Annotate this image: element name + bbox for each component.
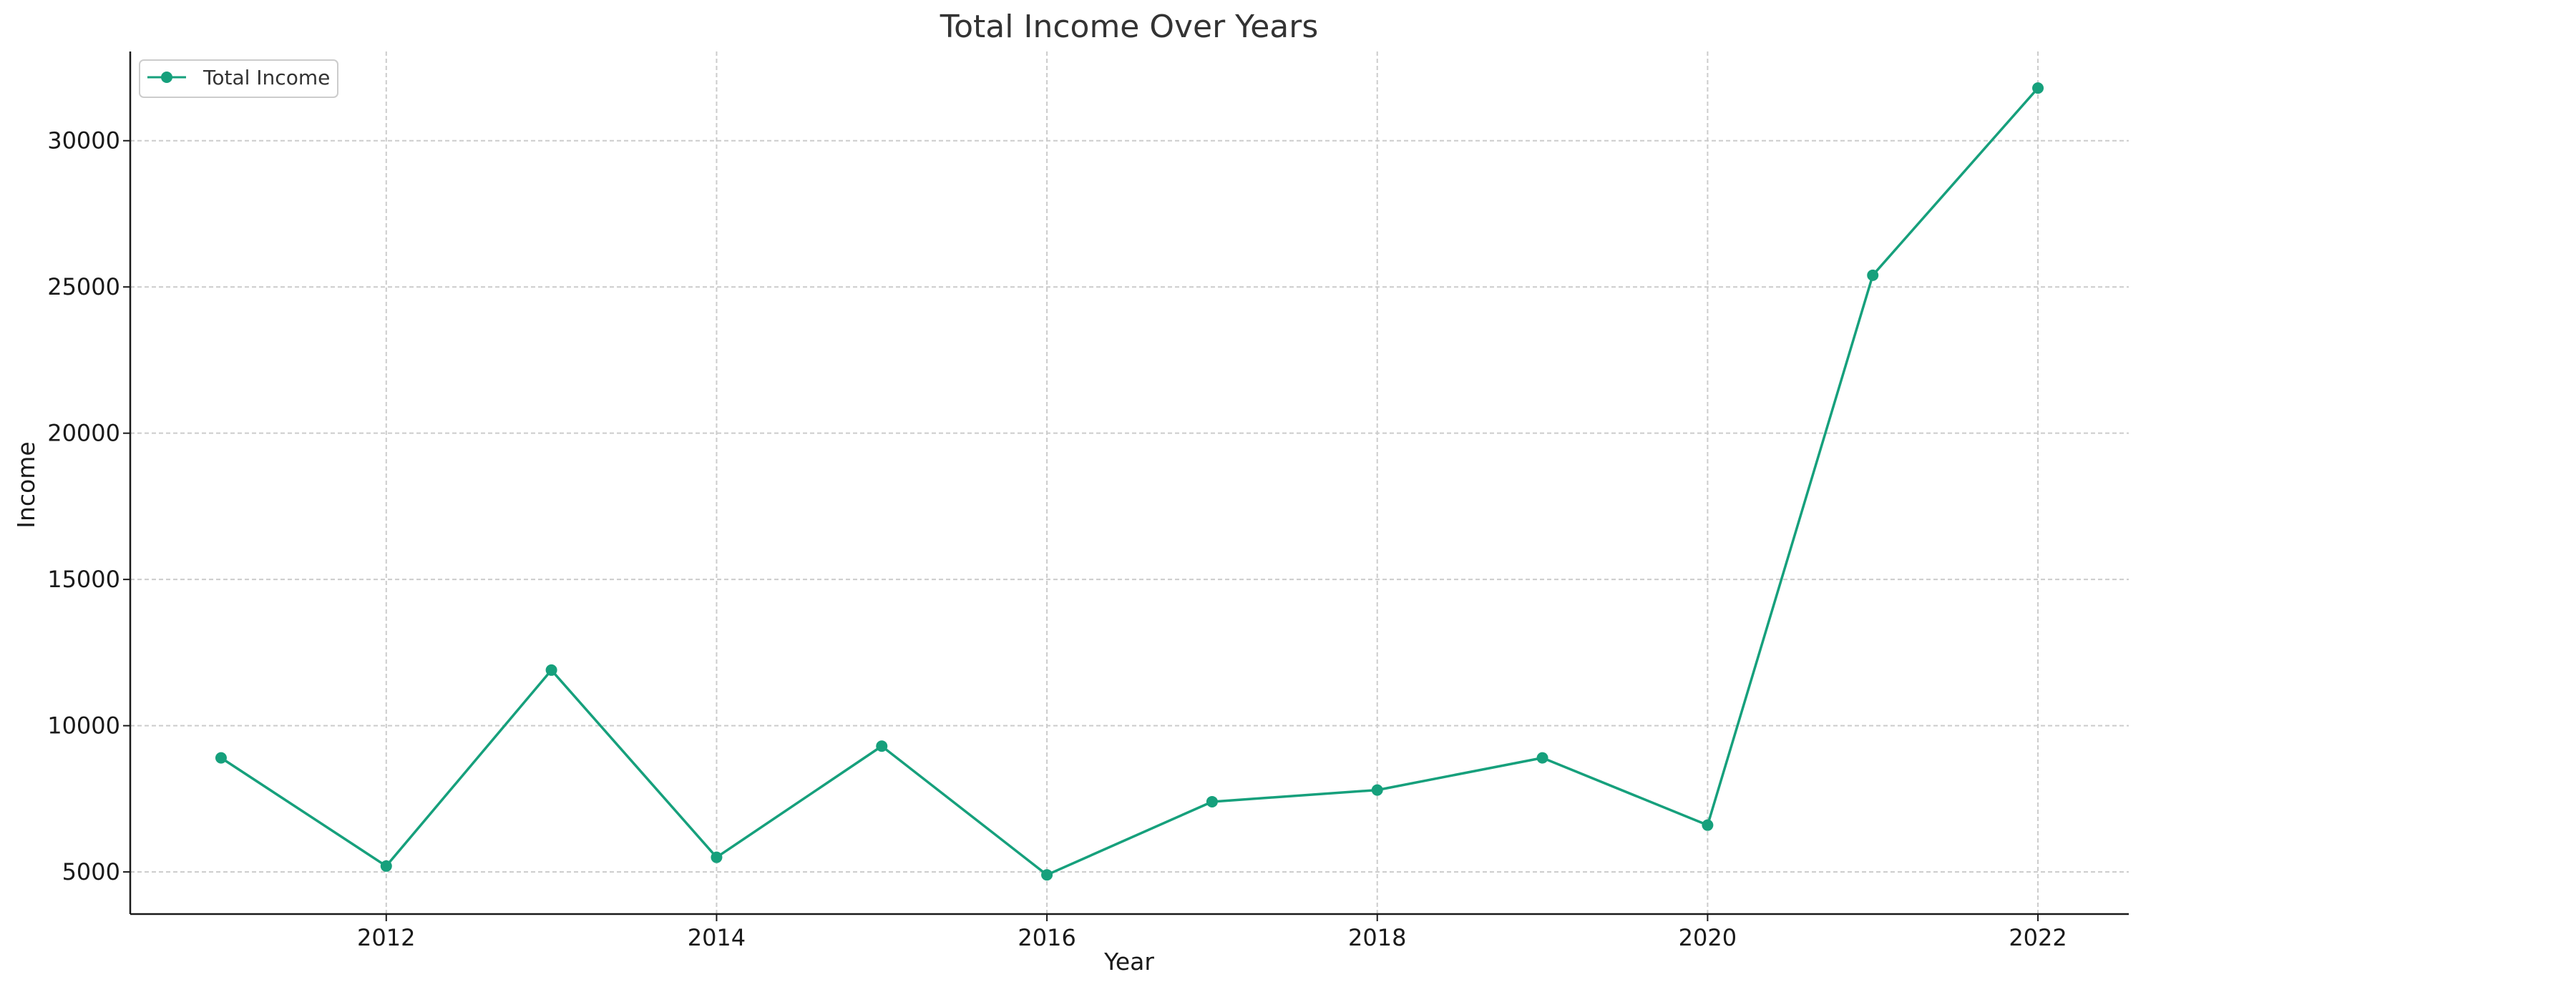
grid-lines [130,51,2129,914]
data-point [1206,795,1218,807]
legend-marker [161,72,172,83]
x-tick-label: 2018 [1348,924,1406,951]
x-tick-label: 2014 [688,924,746,951]
y-tick-label: 25000 [47,273,120,300]
x-tick-label: 2012 [357,924,415,951]
data-point [215,752,227,764]
y-tick-label: 15000 [47,566,120,593]
axes [129,51,2129,915]
data-point [876,740,888,752]
data-point [1041,869,1053,881]
x-tick-label: 2016 [1018,924,1075,951]
y-tick-label: 5000 [62,858,120,885]
y-axis-label: Income [12,441,40,528]
y-axis-ticks: 5000 10000 15000 20000 25000 30000 [47,127,130,885]
series-layer [215,82,2044,881]
data-point [1867,269,1879,281]
x-tick-label: 2022 [2009,924,2067,951]
legend: Total Income [139,59,338,98]
data-point [380,860,392,872]
data-point [1371,784,1383,796]
data-point [1536,752,1548,764]
data-point [545,664,557,676]
y-tick-label: 20000 [47,420,120,447]
legend-box [139,59,338,98]
x-axis-ticks: 2012 2014 2016 2018 2020 2022 [357,914,2067,951]
y-tick-label: 30000 [47,127,120,154]
series-line [220,87,2039,876]
x-tick-label: 2020 [1679,924,1737,951]
data-point [1702,819,1714,831]
data-point [711,851,723,863]
chart-title: Total Income Over Years [940,9,1319,45]
y-tick-label: 10000 [47,712,120,740]
data-point [2032,82,2044,94]
x-axis-label: Year [1103,948,1154,976]
legend-label: Total Income [203,66,330,89]
